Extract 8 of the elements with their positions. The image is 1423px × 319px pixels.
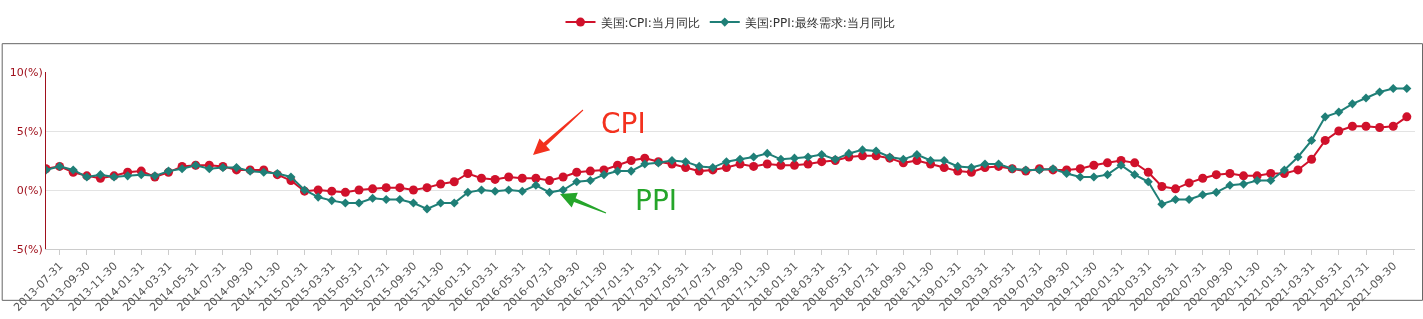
y-tick-label: 10(%): [9, 65, 43, 79]
y-tick-label: 5(%): [16, 124, 43, 138]
legend-label: 美国:PPI:最终需求:当月同比: [744, 15, 895, 30]
annotation: CPI: [601, 107, 646, 140]
y-tick-label: 0(%): [16, 183, 43, 197]
legend-label: 美国:CPI:当月同比: [600, 15, 700, 30]
annotation: PPI: [635, 184, 678, 217]
y-tick-label: -5(%): [12, 242, 43, 256]
